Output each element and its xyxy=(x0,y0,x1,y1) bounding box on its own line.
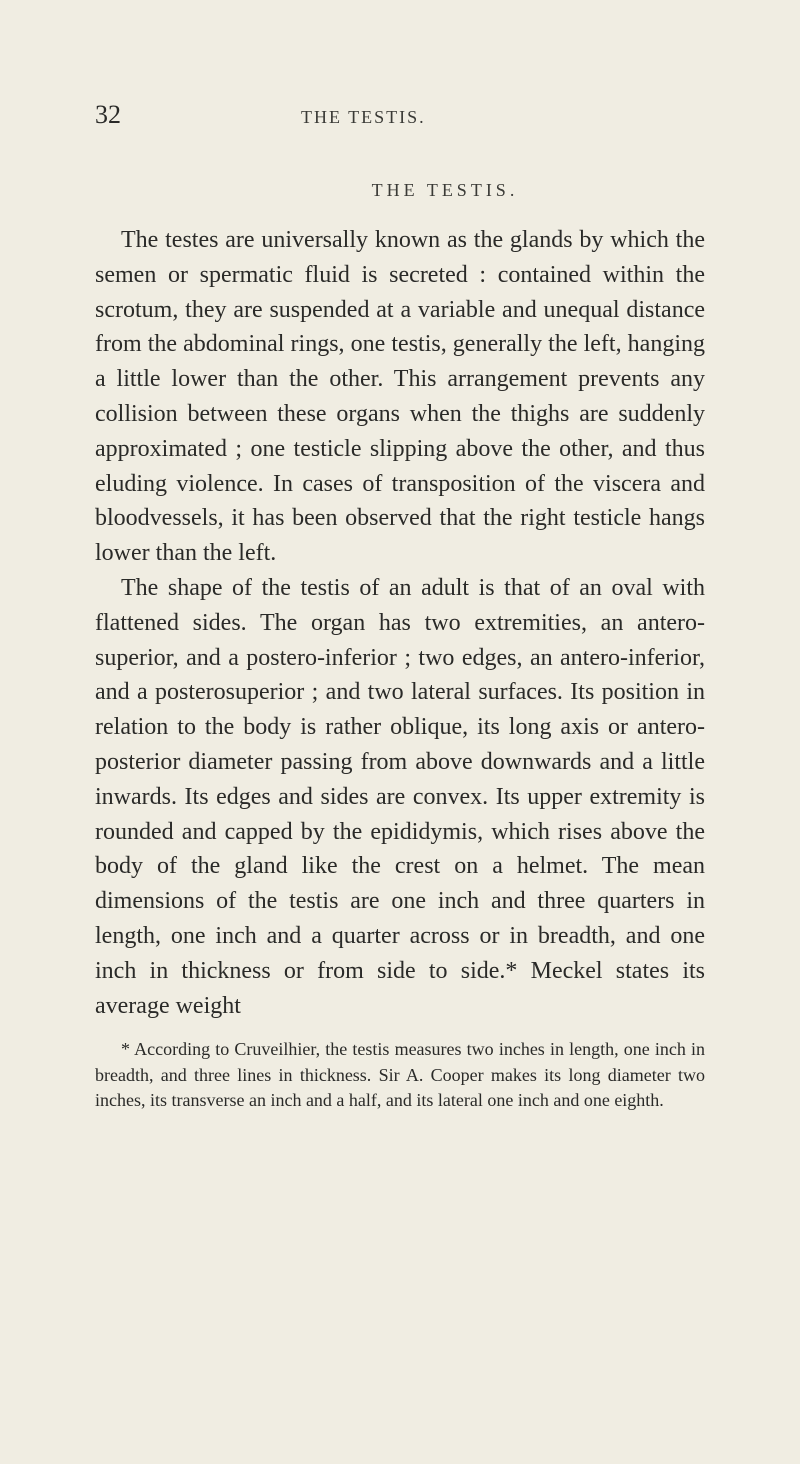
page-container: 32 THE TESTIS. THE TESTIS. The testes ar… xyxy=(0,0,800,1464)
body-text: The testes are universally known as the … xyxy=(95,223,705,1023)
page-number: 32 xyxy=(95,100,121,130)
paragraph-1: The testes are universally known as the … xyxy=(95,223,705,571)
page-header: 32 THE TESTIS. xyxy=(95,100,705,130)
section-title: THE TESTIS. xyxy=(185,180,705,201)
running-head: THE TESTIS. xyxy=(301,107,426,128)
footnote: * According to Cruveilhier, the testis m… xyxy=(95,1037,705,1114)
paragraph-2: The shape of the testis of an adult is t… xyxy=(95,571,705,1023)
